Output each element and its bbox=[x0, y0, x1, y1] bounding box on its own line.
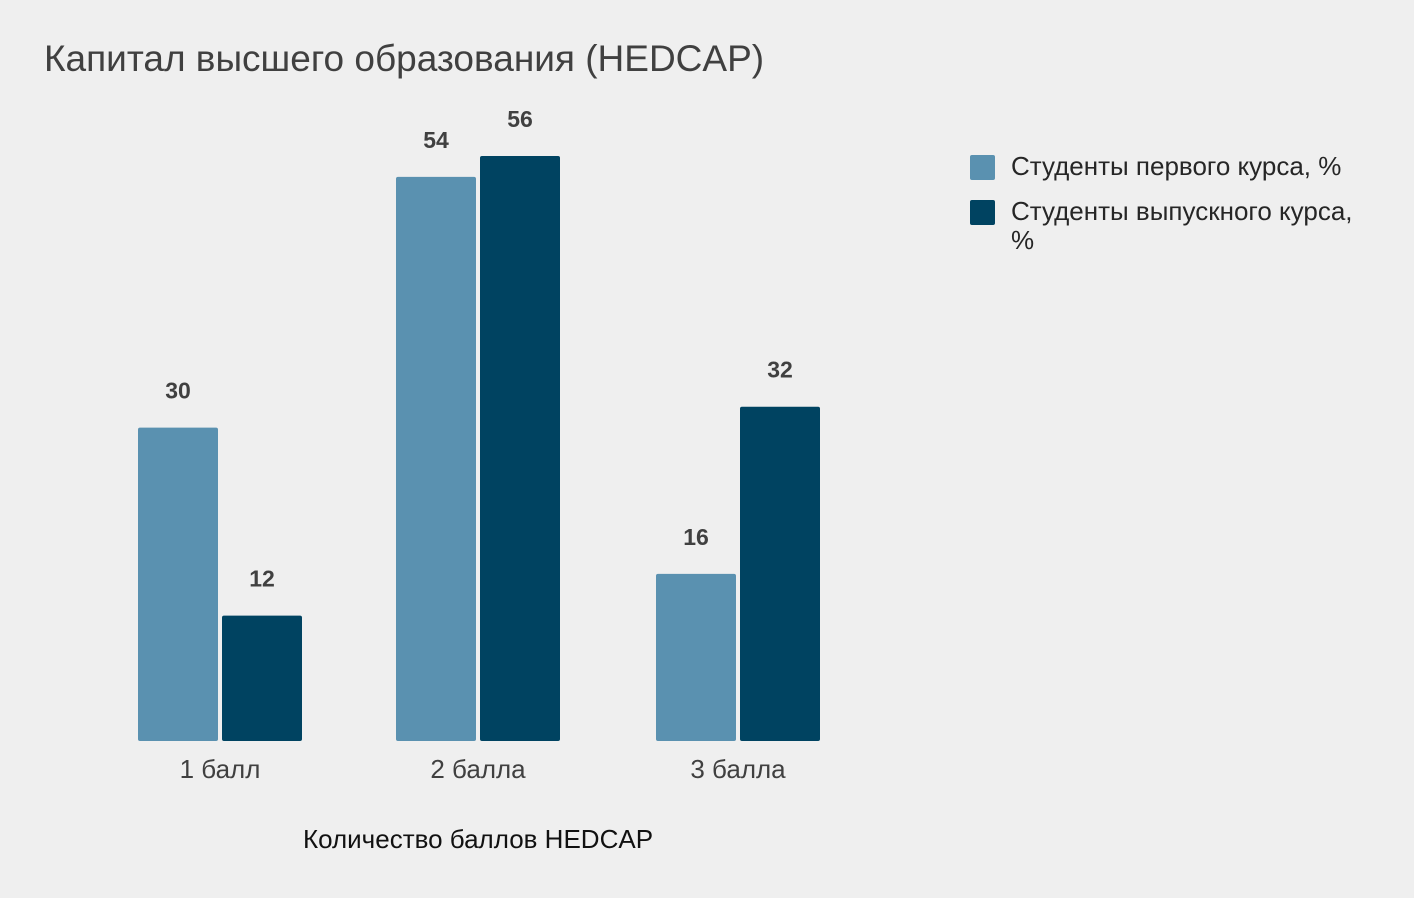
bar-graduate-1 bbox=[222, 615, 302, 741]
legend-item-graduate: Студенты выпускного курса, % bbox=[970, 197, 1390, 255]
category-label-1: 1 балл bbox=[180, 754, 261, 784]
bar-first-year-1 bbox=[138, 427, 218, 741]
category-labels-layer: 1 балл 2 балла 3 балла bbox=[180, 754, 787, 784]
bar-first-year-3 bbox=[656, 573, 736, 741]
category-label-2: 2 балла bbox=[430, 754, 526, 784]
value-labels-layer: 30 12 54 56 16 32 bbox=[165, 106, 793, 592]
legend-swatch-graduate bbox=[970, 200, 995, 225]
value-label-first-year-1: 30 bbox=[165, 378, 191, 404]
value-label-graduate-2: 56 bbox=[507, 106, 533, 132]
chart-title: Капитал высшего образования (HEDCAP) bbox=[44, 38, 765, 79]
bar-graduate-2 bbox=[480, 156, 560, 741]
legend-item-first-year: Студенты первого курса, % bbox=[970, 152, 1390, 181]
bars-layer bbox=[138, 156, 820, 742]
x-axis-title: Количество баллов HEDCAP bbox=[303, 824, 653, 854]
bar-graduate-3 bbox=[740, 406, 820, 741]
value-label-graduate-3: 32 bbox=[767, 357, 793, 383]
value-label-graduate-1: 12 bbox=[249, 566, 275, 592]
bar-first-year-2 bbox=[396, 176, 476, 742]
category-label-3: 3 балла bbox=[690, 754, 786, 784]
legend-label-first-year: Студенты первого курса, % bbox=[1011, 151, 1342, 181]
value-label-first-year-3: 16 bbox=[683, 524, 709, 550]
legend-swatch-first-year bbox=[970, 155, 995, 180]
value-label-first-year-2: 54 bbox=[423, 127, 449, 153]
legend: Студенты первого курса, % Студенты выпус… bbox=[970, 152, 1390, 271]
legend-label-graduate: Студенты выпускного курса, % bbox=[1011, 196, 1353, 255]
